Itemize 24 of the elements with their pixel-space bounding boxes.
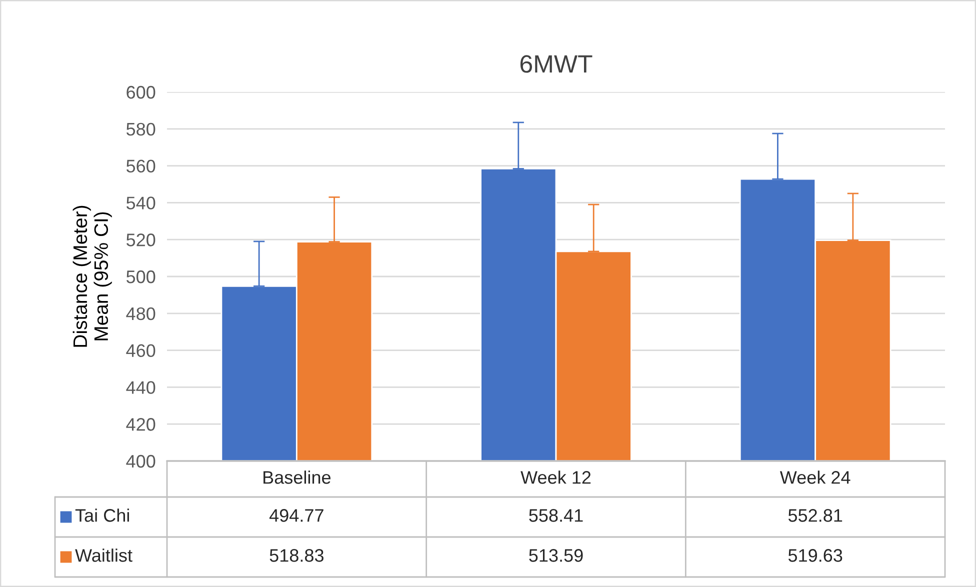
legend-label: Tai Chi [75, 508, 129, 522]
y-axis-title: Distance (Meter) Mean (95% CI) [72, 206, 112, 347]
x-tick-label: Week 24 [780, 470, 850, 484]
y-tick-label: 400 [126, 454, 156, 468]
y-tick-label: 600 [126, 86, 156, 99]
y-tick-label: 480 [126, 307, 156, 320]
data-label: 494.77 [269, 509, 324, 522]
y-tick-label: 520 [126, 234, 156, 246]
y-tick-label: 580 [126, 122, 156, 136]
data-label: 518.83 [270, 549, 324, 562]
y-tick-label: 540 [126, 196, 156, 210]
y-tick-label: 460 [126, 344, 156, 358]
data-label: 519.63 [788, 549, 842, 562]
x-tick-label: Week 12 [520, 470, 591, 484]
data-label: 513.59 [529, 549, 583, 562]
x-tick-label: Baseline [264, 470, 330, 484]
y-tick-label: 420 [126, 418, 156, 431]
data-label: 552.81 [788, 509, 842, 522]
y-tick-label: 440 [126, 381, 156, 394]
y-tick-label: 560 [126, 160, 156, 173]
chart-title: 6MWT [520, 55, 592, 73]
data-label: 558.41 [529, 509, 583, 522]
y-tick-label: 500 [126, 270, 156, 284]
legend-label: Waitlist [75, 548, 132, 562]
